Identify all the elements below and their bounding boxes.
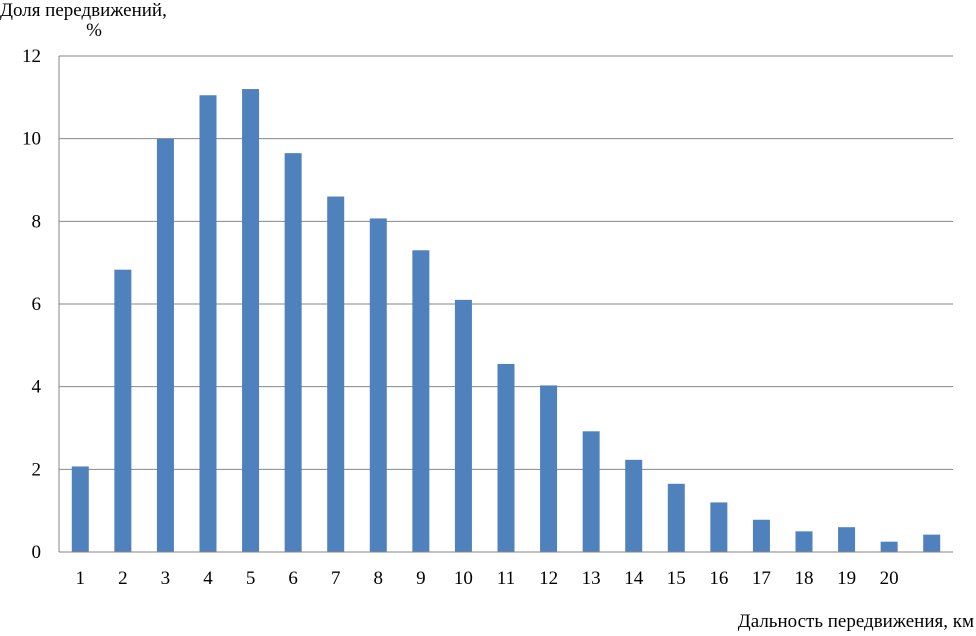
y-tick-label: 12 bbox=[22, 46, 41, 67]
y-axis-label: Доля передвижений, bbox=[0, 0, 167, 21]
x-tick-label: 13 bbox=[582, 568, 601, 589]
bar-19 bbox=[838, 527, 856, 552]
bar-18 bbox=[795, 531, 813, 552]
bar-9 bbox=[412, 250, 430, 552]
y-tick-label: 8 bbox=[32, 211, 42, 232]
x-tick-label: 5 bbox=[246, 568, 256, 589]
bar-15 bbox=[667, 483, 685, 552]
bars bbox=[71, 89, 941, 553]
bar-14 bbox=[625, 459, 643, 552]
bar-8 bbox=[369, 218, 387, 552]
x-tick-label: 3 bbox=[161, 568, 171, 589]
x-tick-label: 6 bbox=[288, 568, 298, 589]
bar-13 bbox=[582, 431, 600, 552]
x-tick-label: 14 bbox=[624, 568, 644, 589]
axes bbox=[58, 56, 953, 553]
y-tick-label: 10 bbox=[22, 129, 41, 150]
bar-3 bbox=[156, 138, 174, 552]
bar-4 bbox=[199, 95, 217, 553]
y-axis-unit-label: % bbox=[86, 20, 102, 41]
x-tick-label: 10 bbox=[454, 568, 473, 589]
bar-16 bbox=[710, 502, 728, 552]
y-tick-label: 6 bbox=[32, 294, 42, 315]
bar-1 bbox=[71, 466, 89, 552]
bar-11 bbox=[497, 363, 515, 552]
x-tick-label: 1 bbox=[76, 568, 86, 589]
y-tick-label: 4 bbox=[32, 377, 42, 398]
bar-2 bbox=[114, 269, 132, 552]
bar-index-20 bbox=[923, 534, 941, 552]
y-tick-labels: 0 2 4 6 8 10 12 bbox=[22, 46, 42, 563]
bar-12 bbox=[540, 385, 558, 552]
x-tick-label: 4 bbox=[203, 568, 213, 589]
x-tick-label: 9 bbox=[416, 568, 426, 589]
x-tick-label: 12 bbox=[539, 568, 558, 589]
x-tick-label: 11 bbox=[497, 568, 515, 589]
bar-17 bbox=[752, 519, 770, 552]
bar-10 bbox=[454, 299, 472, 552]
x-tick-label: 8 bbox=[374, 568, 384, 589]
x-tick-label: 20 bbox=[880, 568, 899, 589]
y-tick-label: 2 bbox=[32, 459, 42, 480]
x-tick-label: 2 bbox=[118, 568, 128, 589]
x-axis-label: Дальность передвижения, км bbox=[738, 611, 974, 631]
bar-5 bbox=[242, 89, 260, 553]
bar-6 bbox=[284, 153, 302, 552]
x-tick-label: 18 bbox=[795, 568, 814, 589]
x-tick-label: 7 bbox=[331, 568, 341, 589]
x-tick-label: 16 bbox=[709, 568, 728, 589]
y-tick-label: 0 bbox=[32, 542, 42, 563]
x-tick-label: 17 bbox=[752, 568, 771, 589]
bar-7 bbox=[327, 196, 345, 553]
x-tick-label: 15 bbox=[667, 568, 686, 589]
x-tick-labels: 1 2 3 4 5 6 7 8 9 10 11 12 13 14 15 16 17 18 19 20 bbox=[76, 568, 899, 589]
x-tick-label: 19 bbox=[837, 568, 856, 589]
bar-20 bbox=[880, 541, 898, 552]
